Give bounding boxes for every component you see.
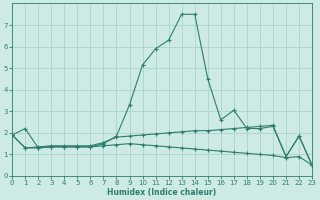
X-axis label: Humidex (Indice chaleur): Humidex (Indice chaleur) <box>108 188 217 197</box>
